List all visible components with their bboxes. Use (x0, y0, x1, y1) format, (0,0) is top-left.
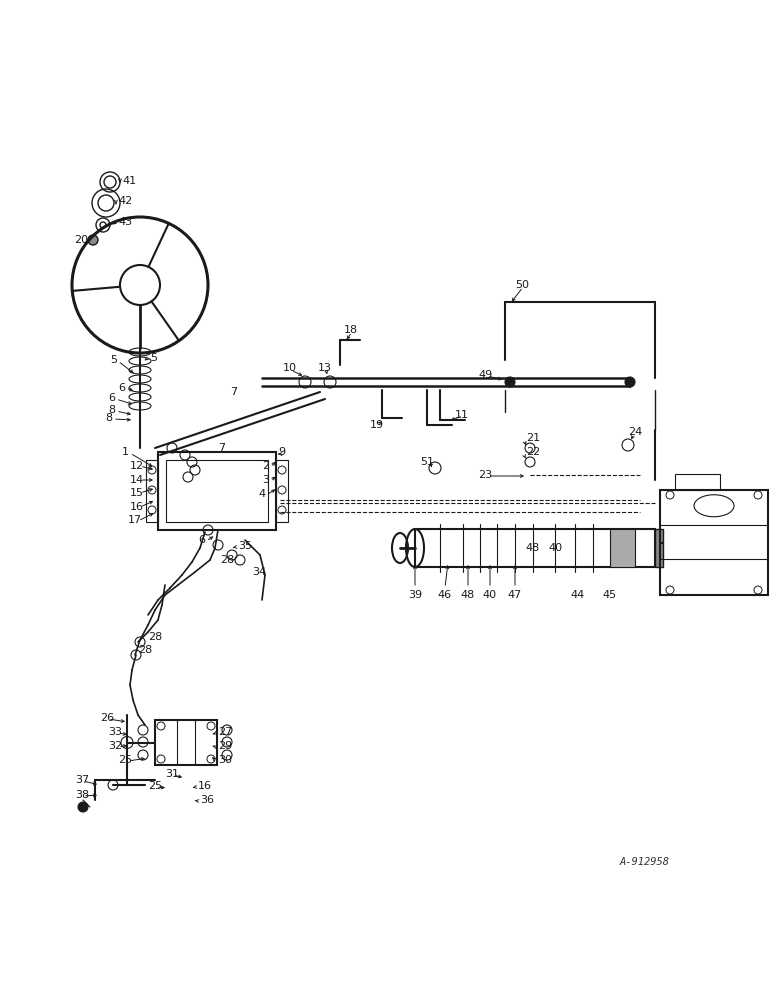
Text: 25: 25 (118, 755, 132, 765)
Text: 39: 39 (408, 590, 422, 600)
Text: 31: 31 (165, 769, 179, 779)
Text: 42: 42 (118, 196, 132, 206)
Text: 8: 8 (108, 405, 115, 415)
Text: 8: 8 (105, 413, 112, 423)
Circle shape (505, 377, 515, 387)
Text: 5: 5 (110, 355, 117, 365)
Circle shape (88, 235, 98, 245)
Text: 37: 37 (75, 775, 89, 785)
Text: 24: 24 (628, 427, 642, 437)
Text: 44: 44 (571, 590, 585, 600)
Text: 28: 28 (220, 555, 234, 565)
Text: 7: 7 (218, 443, 225, 453)
Text: 33: 33 (108, 727, 122, 737)
Text: 29: 29 (218, 741, 232, 751)
Bar (415, 529, 655, 567)
Text: 3: 3 (262, 475, 269, 485)
Text: 17: 17 (128, 515, 142, 525)
Text: 46: 46 (438, 590, 452, 600)
Text: 6: 6 (118, 383, 125, 393)
Text: 35: 35 (238, 541, 252, 551)
Text: 5: 5 (150, 353, 157, 363)
Text: 22: 22 (526, 447, 540, 457)
Bar (155, 720, 217, 765)
Text: 40: 40 (548, 543, 562, 553)
Text: 48: 48 (461, 590, 475, 600)
Text: 28: 28 (138, 645, 152, 655)
Text: 36: 36 (200, 795, 214, 805)
Text: 7: 7 (230, 387, 237, 397)
Text: 13: 13 (318, 363, 332, 373)
Text: 12: 12 (130, 461, 144, 471)
Text: 1: 1 (122, 447, 129, 457)
Text: 20: 20 (74, 235, 88, 245)
Text: 6: 6 (108, 393, 115, 403)
Text: 38: 38 (75, 790, 89, 800)
Text: 32: 32 (108, 741, 122, 751)
Text: 11: 11 (455, 410, 469, 420)
Text: 50: 50 (515, 280, 529, 290)
Text: 16: 16 (130, 502, 144, 512)
Text: 26: 26 (100, 713, 114, 723)
Bar (276, 460, 288, 522)
Text: 6: 6 (198, 535, 205, 545)
Text: 10: 10 (283, 363, 297, 373)
Text: 40: 40 (483, 590, 497, 600)
Text: 34: 34 (252, 567, 266, 577)
Text: 14: 14 (130, 475, 144, 485)
Text: 48: 48 (525, 543, 540, 553)
Text: 21: 21 (526, 433, 540, 443)
Bar (660, 490, 768, 595)
Bar (166, 460, 268, 522)
Text: 47: 47 (508, 590, 522, 600)
Bar (146, 460, 158, 522)
Circle shape (625, 377, 635, 387)
Bar (610, 529, 635, 567)
Bar (655, 529, 663, 567)
Bar (158, 452, 276, 530)
Text: 41: 41 (122, 176, 136, 186)
Text: 51: 51 (420, 457, 434, 467)
Text: 30: 30 (218, 755, 232, 765)
Text: 18: 18 (344, 325, 358, 335)
Text: 15: 15 (130, 488, 144, 498)
Text: 49: 49 (478, 370, 493, 380)
Text: 45: 45 (603, 590, 617, 600)
Text: 4: 4 (258, 489, 265, 499)
Text: 19: 19 (370, 420, 384, 430)
Text: A-912958: A-912958 (620, 857, 670, 867)
Text: 16: 16 (198, 781, 212, 791)
Text: 9: 9 (278, 447, 285, 457)
Text: 2: 2 (262, 461, 269, 471)
Circle shape (78, 802, 88, 812)
Text: 28: 28 (148, 632, 162, 642)
Text: 27: 27 (218, 727, 232, 737)
Text: 43: 43 (118, 217, 132, 227)
Text: 23: 23 (478, 470, 492, 480)
Text: 25: 25 (148, 781, 162, 791)
Bar (675, 474, 720, 490)
